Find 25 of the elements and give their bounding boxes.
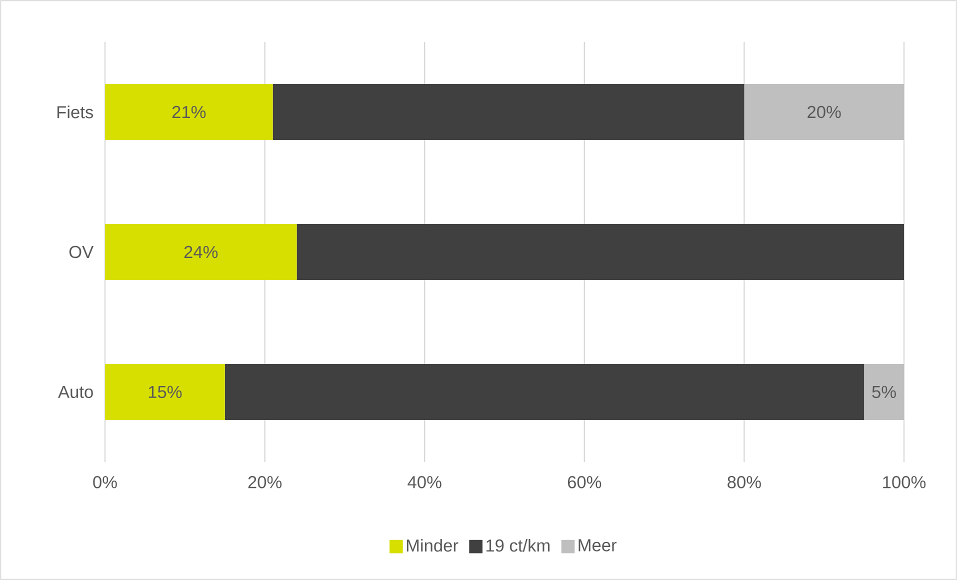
bar (864, 364, 904, 420)
y-tick-label: Auto (58, 386, 93, 398)
legend-label: Meer (578, 539, 617, 552)
data-label: 24% (184, 246, 218, 258)
bar (272, 84, 744, 140)
data-label: 20% (808, 106, 841, 118)
x-tick-label: 80% (728, 476, 761, 488)
data-label: 15% (148, 386, 182, 398)
bar (744, 84, 904, 140)
x-tick-label: 100% (883, 476, 926, 488)
bar (296, 224, 904, 280)
y-tick-label: Fiets (57, 106, 94, 118)
bar (105, 224, 297, 280)
bar (224, 364, 864, 420)
bar (105, 84, 273, 140)
x-tick-label: 0% (93, 476, 117, 488)
x-tick-label: 20% (248, 476, 282, 488)
data-label: 21% (172, 106, 206, 118)
legend-label: Minder (406, 538, 458, 552)
data-label: 5% (872, 386, 896, 398)
legend-label: 19 ct/km (486, 538, 550, 552)
y-tick-label: OV (69, 246, 94, 258)
x-tick-label: 40% (408, 476, 442, 488)
bar (105, 364, 225, 420)
x-tick-label: 60% (568, 476, 602, 488)
